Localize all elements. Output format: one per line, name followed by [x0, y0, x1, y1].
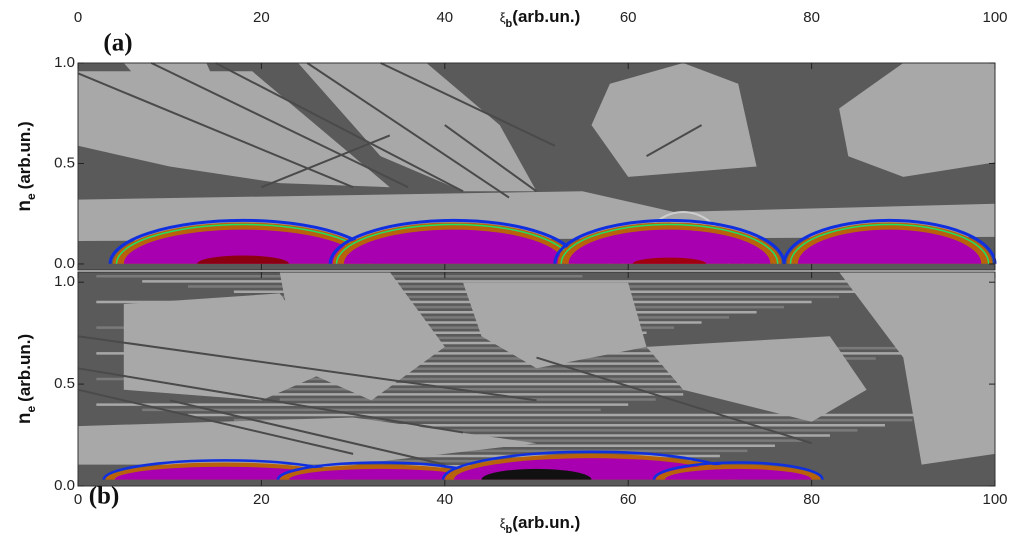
streak: [77, 335, 537, 402]
y-label-symbol: n: [14, 413, 35, 425]
x-tick-label: 60: [620, 491, 637, 508]
light-region: [298, 63, 537, 192]
light-region: [463, 282, 647, 369]
light-region: [78, 417, 537, 465]
streak: [150, 62, 409, 189]
arc-edge: [560, 223, 779, 264]
streak: [77, 367, 464, 434]
arc-edge: [789, 223, 990, 264]
panel: 0 20 40 60 80 1000.00.51.0ξb(arb.un.)ne(arb.u…: [14, 271, 1008, 536]
streak: [169, 399, 446, 466]
y-tick-label: 1.0: [54, 273, 75, 290]
x-tick-label: 40: [436, 491, 453, 508]
streak: [215, 62, 464, 193]
x-tick-label: 20: [253, 491, 270, 508]
streak: [536, 356, 812, 445]
band-magenta: [797, 229, 982, 264]
arc-edge: [335, 223, 573, 264]
light-region: [591, 63, 757, 177]
x-tick-label: 100: [982, 9, 1007, 26]
light-region: [839, 272, 995, 465]
plot-frame: [77, 62, 996, 271]
band-magenta: [343, 229, 565, 264]
x-axis-label: ξb(arb.un.): [500, 513, 581, 536]
panel-label: (b): [89, 483, 120, 510]
y-label-symbol: n: [14, 200, 35, 212]
streak: [646, 124, 703, 158]
y-tick-label: 0.5: [54, 375, 75, 392]
x-label-unit: (arb.un.): [512, 7, 580, 26]
y-label-unit: (arb.un.): [15, 121, 34, 189]
band-dark: [197, 255, 289, 264]
arc-edge: [652, 461, 824, 480]
light-region: [279, 272, 445, 401]
x-tick-label: 0: [74, 9, 82, 26]
band-magenta: [568, 229, 771, 264]
streak: [77, 388, 354, 455]
band-dark: [632, 257, 707, 264]
x-tick-label: 60: [620, 9, 637, 26]
x-label-symbol: ξ: [500, 516, 506, 531]
y-tick-label: 1.0: [54, 54, 75, 71]
x-tick-label: 80: [803, 491, 820, 508]
y-label-unit: (arb.un.): [15, 334, 34, 402]
x-tick-label: 80: [803, 9, 820, 26]
x-label-symbol: ξ: [500, 10, 506, 25]
panel: 0 20 40 60 80 1000.00.51.0ξb(arb.un.)ne(arb.u…: [14, 7, 1008, 272]
light-region: [123, 63, 225, 105]
band-dark: [481, 468, 592, 480]
y-axis-label: ne (arb.un.): [14, 334, 38, 424]
arc-edge: [328, 218, 580, 264]
y-axis-label: ne (arb.un.): [14, 121, 38, 211]
y-tick-label: 0.0: [54, 477, 75, 494]
band-magenta: [288, 468, 473, 480]
light-region: [646, 336, 867, 422]
x-tick-label: 0: [74, 491, 82, 508]
y-label-sub: e: [24, 406, 38, 413]
x-label-sub: b: [506, 18, 513, 30]
light-region: [78, 71, 390, 188]
light-region: [123, 293, 335, 401]
streak: [444, 124, 538, 193]
band-magenta: [123, 229, 363, 264]
x-tick-label: 20: [253, 9, 270, 26]
streak: [306, 62, 510, 199]
streak: [380, 62, 556, 147]
y-label-sub: e: [24, 193, 38, 200]
panel-label: (a): [103, 30, 132, 57]
band-magenta: [664, 468, 812, 480]
arc-edge: [553, 218, 786, 264]
arc-edge: [782, 218, 997, 264]
streak: [261, 134, 391, 189]
x-label-unit: (arb.un.): [512, 513, 580, 532]
y-tick-label: 0.5: [54, 154, 75, 171]
x-tick-label: 40: [436, 9, 453, 26]
x-label-sub: b: [506, 524, 513, 536]
x-axis-label: ξb(arb.un.): [500, 7, 581, 30]
y-tick-label: 0.0: [54, 255, 75, 272]
light-region: [839, 63, 995, 177]
plot-frame: [77, 271, 996, 487]
x-tick-label: 100: [982, 491, 1007, 508]
